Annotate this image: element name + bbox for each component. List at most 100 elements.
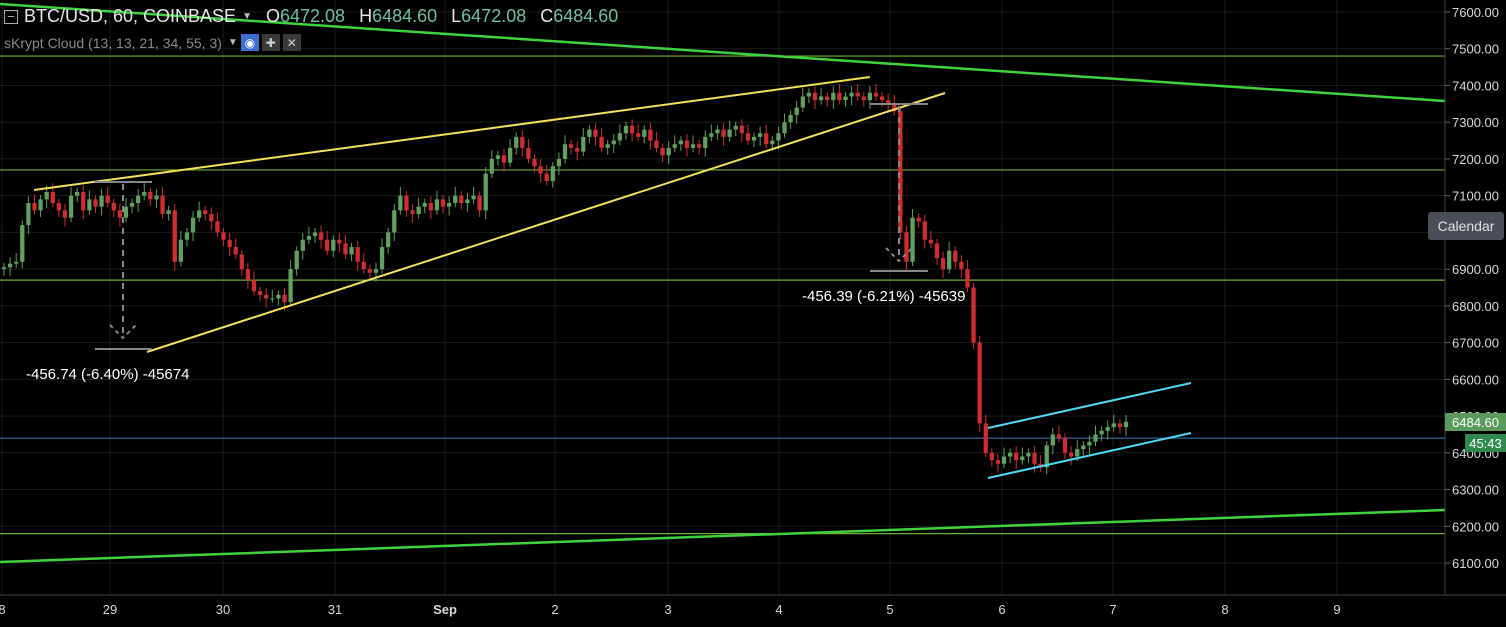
candle-body <box>593 129 598 137</box>
indicator-dropdown-caret-icon[interactable]: ▼ <box>227 37 238 48</box>
price-tick-label: 7300.00 <box>1452 115 1499 130</box>
candle-body <box>166 210 171 215</box>
last-price-tag: 6484.60 <box>1445 413 1506 431</box>
candle-body <box>471 195 476 200</box>
candle-body <box>861 96 866 101</box>
candle-body <box>922 221 927 240</box>
candle-body <box>288 269 293 303</box>
candle-body <box>703 136 708 148</box>
downtrend-line <box>0 2 1446 103</box>
candle-body <box>648 129 653 141</box>
candle-body <box>727 129 732 137</box>
candle-body <box>44 191 49 200</box>
candle-body <box>788 114 793 123</box>
candle-body <box>196 210 202 218</box>
candle-body <box>221 232 226 240</box>
time-tick-label: 3 <box>664 602 671 617</box>
price-tick-label: 6300.00 <box>1452 483 1499 498</box>
candle-body <box>916 217 921 222</box>
candle-body <box>733 125 738 130</box>
candle-body <box>99 195 104 207</box>
chart-header: BTC/USD, 60, COINBASE ▼ O 6472.08 H 6484.6… <box>4 6 618 27</box>
close-value: 6484.60 <box>553 6 619 26</box>
bar-timer-tag: 45:43 <box>1465 434 1506 452</box>
candle-body <box>483 173 488 211</box>
trend-drawings <box>0 2 1446 564</box>
candle-body <box>7 263 13 268</box>
candle-body <box>1068 452 1074 457</box>
price-tick-label: 7200.00 <box>1452 152 1499 167</box>
high-label: H <box>359 6 373 26</box>
candle-body <box>379 247 385 270</box>
candle-body <box>587 129 592 137</box>
candle-body <box>26 203 31 226</box>
candle-body <box>123 206 129 218</box>
candle-body <box>953 250 958 262</box>
candle-body <box>879 96 885 101</box>
price-tick-label: 7500.00 <box>1452 42 1499 57</box>
candle-body <box>928 239 934 244</box>
symbol-dropdown-caret-icon[interactable]: ▼ <box>242 11 252 22</box>
candle-body <box>623 125 629 134</box>
candle-body <box>690 144 696 148</box>
price-tick-label: 7400.00 <box>1452 78 1499 93</box>
candle-body <box>318 232 324 240</box>
candle-body <box>227 239 232 248</box>
collapse-icon[interactable] <box>4 9 18 24</box>
candle-body <box>1075 449 1080 457</box>
high-value: 6484.60 <box>372 6 438 26</box>
candle-body <box>154 195 159 200</box>
candle-body <box>337 239 342 244</box>
candle-body <box>507 147 513 163</box>
candle-body <box>1111 423 1116 428</box>
price-tick-label: 7600.00 <box>1452 5 1499 20</box>
calendar-button[interactable]: Calendar <box>1428 212 1504 240</box>
candle-body <box>892 103 897 112</box>
eye-icon[interactable]: ◉ <box>240 34 259 51</box>
candle-body <box>886 100 891 104</box>
candle-body <box>398 195 403 211</box>
candle-body <box>349 247 354 255</box>
candle-body <box>898 111 903 233</box>
candle-body <box>1062 438 1068 453</box>
candle-body <box>440 199 446 207</box>
indicator-name[interactable]: sKrypt Cloud (13, 13, 21, 34, 55, 3) <box>4 34 222 51</box>
channel-upper-line <box>987 382 1192 429</box>
candle-body <box>14 261 19 264</box>
measurement-label-2: -456.39 (-6.21%) -45639 <box>802 288 965 305</box>
candle-body <box>684 140 690 148</box>
settings-plus-icon[interactable]: ✚ <box>261 34 280 51</box>
candle-body <box>282 294 287 303</box>
wedge-lower-line <box>146 92 946 353</box>
candle-body <box>940 258 946 270</box>
candle-body <box>117 210 122 218</box>
time-tick-label: 29 <box>103 602 117 617</box>
candle-body <box>50 191 55 204</box>
candle-body <box>306 236 312 240</box>
candle-body <box>849 92 854 97</box>
price-tick-label: 6600.00 <box>1452 372 1499 387</box>
price-tick-label: 6200.00 <box>1452 519 1499 534</box>
candle-body <box>1001 456 1007 464</box>
candle-body <box>428 203 433 211</box>
close-icon[interactable]: ✕ <box>282 34 301 51</box>
time-tick-label: 9 <box>1333 602 1340 617</box>
candle-body <box>526 147 531 159</box>
price-tick-label: 6800.00 <box>1452 299 1499 314</box>
time-tick-label: 7 <box>1109 602 1116 617</box>
candle-body <box>642 129 647 137</box>
candle-body <box>599 136 604 148</box>
candle-body <box>660 147 665 156</box>
symbol-label[interactable]: BTC/USD, 60, COINBASE <box>24 6 237 26</box>
candle-body <box>562 144 568 159</box>
candle-body <box>1099 430 1104 435</box>
candle-body <box>459 195 464 204</box>
candle-body <box>770 140 775 145</box>
candle-body <box>855 92 860 97</box>
candle-body <box>745 133 751 141</box>
candle-body <box>434 199 440 211</box>
candle-body <box>934 243 940 259</box>
candle-body <box>1050 434 1055 446</box>
time-tick-label: 6 <box>998 602 1005 617</box>
